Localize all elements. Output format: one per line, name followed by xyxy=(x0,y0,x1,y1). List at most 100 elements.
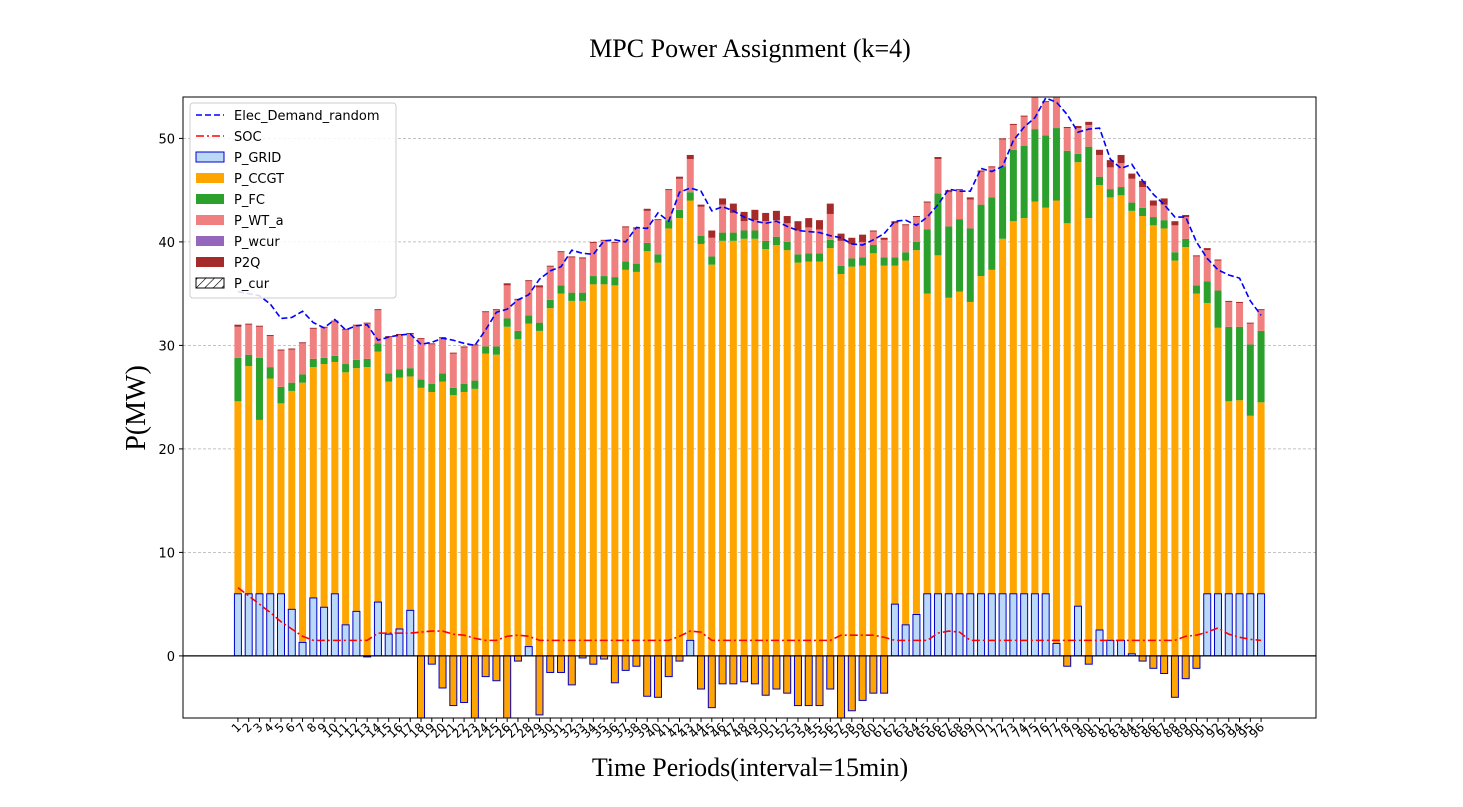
bar-segment xyxy=(1192,293,1200,669)
bar-segment xyxy=(1052,200,1060,644)
bar-segment xyxy=(988,197,996,270)
bar-outline xyxy=(912,614,921,657)
bar-segment xyxy=(1020,116,1028,146)
bar-segment xyxy=(492,310,500,347)
bar-segment xyxy=(1042,207,1050,594)
legend-box xyxy=(189,102,397,299)
bar-segment xyxy=(740,238,748,682)
bar-segment xyxy=(1257,309,1265,311)
bar-segment xyxy=(589,241,597,243)
bar-segment xyxy=(848,266,856,711)
bar-segment xyxy=(299,343,307,375)
legend-label: P_WT_a xyxy=(234,214,284,229)
bar-segment xyxy=(988,269,996,594)
bar-segment xyxy=(546,299,554,309)
bar-segment xyxy=(1246,322,1254,324)
bar-segment xyxy=(611,242,619,278)
bar-segment xyxy=(374,351,382,603)
bar-segment xyxy=(342,364,350,373)
bar-outline xyxy=(890,603,899,657)
bar-segment xyxy=(697,204,705,207)
bar-segment xyxy=(1160,220,1168,229)
bar-segment xyxy=(299,342,307,344)
bar-segment xyxy=(503,326,511,718)
bar-segment xyxy=(245,324,253,355)
bar-segment xyxy=(1160,228,1168,674)
bar-segment xyxy=(999,238,1007,594)
bar-segment xyxy=(1009,124,1017,150)
bar-segment xyxy=(1214,259,1222,261)
bar-segment xyxy=(535,285,543,288)
bar-segment xyxy=(428,343,436,345)
bar-segment xyxy=(406,368,414,377)
bar-segment xyxy=(439,338,447,374)
bar-outline xyxy=(1009,593,1018,657)
bar-segment xyxy=(805,253,813,262)
bar-segment xyxy=(535,322,543,331)
bar-segment xyxy=(460,346,468,348)
bar-segment xyxy=(514,339,522,662)
bar-outline xyxy=(1052,642,1061,657)
bar-segment xyxy=(740,230,748,239)
bar-segment xyxy=(912,217,920,242)
bar-segment xyxy=(622,226,630,228)
bar-segment xyxy=(1074,128,1082,154)
bar-segment xyxy=(439,381,447,688)
bar-segment xyxy=(869,231,877,246)
bar-segment xyxy=(1171,225,1179,253)
bar-segment xyxy=(977,171,985,205)
bar-segment xyxy=(1139,216,1147,662)
bar-segment xyxy=(1149,205,1157,218)
bar-outline xyxy=(1213,593,1222,657)
bar-segment xyxy=(395,334,403,336)
bar-segment xyxy=(923,229,931,294)
bar-segment xyxy=(417,379,425,388)
bar-segment xyxy=(482,311,490,313)
bar-segment xyxy=(1246,344,1254,416)
bar-segment xyxy=(1085,124,1093,147)
bar-segment xyxy=(1042,101,1050,103)
bar-segment xyxy=(751,230,759,239)
bar-segment xyxy=(1106,197,1114,641)
bar-segment xyxy=(525,280,533,282)
bar-segment xyxy=(697,243,705,690)
bar-segment xyxy=(837,265,845,274)
bar-segment xyxy=(449,395,457,706)
bar-segment xyxy=(902,252,910,261)
bar-segment xyxy=(772,220,780,237)
bar-segment xyxy=(675,176,683,179)
bar-segment xyxy=(751,209,759,221)
bar-segment xyxy=(837,240,845,266)
bar-segment xyxy=(622,261,630,270)
bar-segment xyxy=(708,256,716,265)
bar-segment xyxy=(880,257,888,266)
bar-segment xyxy=(1128,178,1136,203)
bar-segment xyxy=(1182,217,1190,239)
bar-segment xyxy=(288,349,296,383)
bar-segment xyxy=(988,167,996,198)
bar-segment xyxy=(417,387,425,718)
bar-segment xyxy=(568,256,576,258)
bar-segment xyxy=(589,276,597,285)
bar-segment xyxy=(460,383,468,392)
bar-segment xyxy=(234,401,242,594)
bar-segment xyxy=(859,265,867,701)
bar-segment xyxy=(1236,301,1244,303)
bar-segment xyxy=(1096,154,1104,177)
bar-segment xyxy=(966,197,974,200)
bar-segment xyxy=(1171,221,1179,226)
bar-segment xyxy=(675,209,683,219)
bar-segment xyxy=(525,315,533,324)
bar-segment xyxy=(805,227,813,254)
bar-segment xyxy=(352,325,360,360)
bar-segment xyxy=(255,325,263,327)
bar-segment xyxy=(1009,221,1017,594)
y-tick-label: 30 xyxy=(158,339,175,354)
bar-segment xyxy=(1106,160,1114,168)
bar-outline xyxy=(524,646,533,657)
bar-segment xyxy=(589,284,597,665)
bar-segment xyxy=(1128,202,1136,211)
bar-segment xyxy=(632,228,640,264)
bar-segment xyxy=(1203,248,1211,251)
bar-segment xyxy=(665,189,673,191)
